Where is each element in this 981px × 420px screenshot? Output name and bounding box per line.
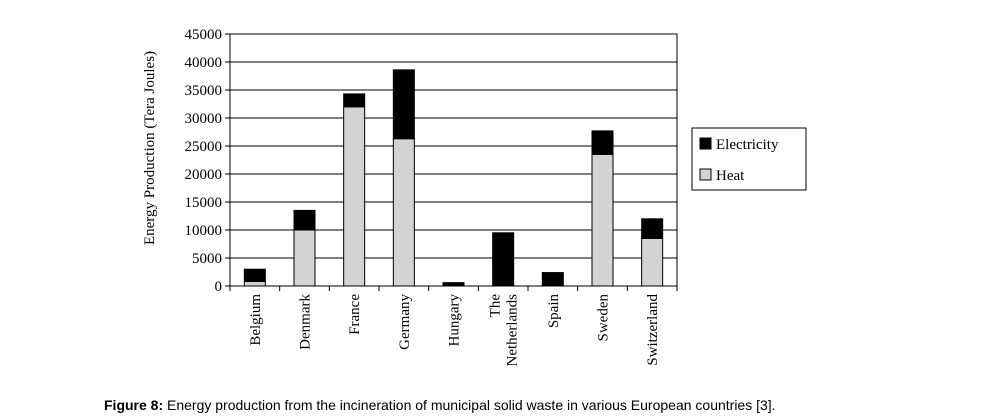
bar-electricity-denmark: [293, 209, 316, 231]
x-tick-label-line: The: [488, 294, 504, 318]
x-tick-label: France: [347, 294, 363, 335]
y-tick-label: 5000: [192, 251, 222, 267]
y-tick-label: 25000: [185, 139, 223, 155]
x-tick-label-line: Netherlands: [505, 294, 521, 367]
legend-swatch-electricity: [699, 137, 712, 150]
y-tick-label: 30000: [185, 111, 223, 127]
y-tick-label: 15000: [185, 195, 223, 211]
bar-electricity-the-netherlands: [492, 232, 515, 287]
figure-caption: Figure 8: Energy production from the inc…: [104, 397, 776, 413]
bar-electricity-belgium: [243, 268, 266, 283]
y-axis-label: Energy Production (Tera Joules): [142, 51, 158, 245]
figure-caption-text: Energy production from the incineration …: [167, 397, 776, 413]
y-tick-label: 10000: [185, 223, 223, 239]
bar-heat-france: [343, 106, 366, 287]
bar-electricity-spain: [541, 272, 564, 287]
bar-electricity-germany: [392, 69, 415, 140]
plot-frame: [229, 33, 678, 287]
x-tick-label: Germany: [397, 294, 413, 350]
y-tick-label: 40000: [185, 55, 223, 71]
legend-label-electricity: Electricity: [716, 137, 779, 153]
y-tick-label: 35000: [185, 83, 223, 99]
bar-electricity-hungary: [442, 282, 465, 287]
y-tick-label: 20000: [185, 167, 223, 183]
y-axis-ticks: 0 5000 10000 15000 20000 25000 30000 35000 40000…: [185, 27, 230, 295]
x-tick-label: Belgium: [248, 294, 264, 346]
bar-heat-denmark: [293, 229, 316, 287]
y-tick-label: 0: [215, 279, 223, 295]
x-tick-label: TheNetherlands: [488, 294, 521, 367]
x-tick-label: Spain: [546, 294, 562, 329]
y-tick-label: 45000: [185, 27, 223, 43]
bar-heat-belgium: [243, 281, 266, 287]
bar-heat-germany: [392, 138, 415, 287]
figure-caption-label: Figure 8:: [104, 397, 164, 413]
bar-electricity-switzerland: [641, 218, 664, 239]
bar-electricity-sweden: [591, 130, 614, 155]
legend-swatch-heat: [699, 168, 712, 181]
x-axis-ticks: Belgium Denmark France Germany Hungary TheNet…: [229, 286, 678, 367]
bars: [243, 69, 664, 287]
x-tick-label: Switzerland: [645, 294, 661, 366]
legend: Electricity Heat: [691, 127, 807, 191]
bar-electricity-france: [343, 93, 366, 108]
x-tick-label: Sweden: [596, 294, 612, 342]
legend-label-heat: Heat: [716, 168, 745, 184]
bar-heat-switzerland: [641, 237, 664, 287]
bar-heat-sweden: [591, 153, 614, 287]
x-tick-label: Hungary: [447, 294, 463, 347]
x-tick-label: Denmark: [298, 294, 314, 350]
